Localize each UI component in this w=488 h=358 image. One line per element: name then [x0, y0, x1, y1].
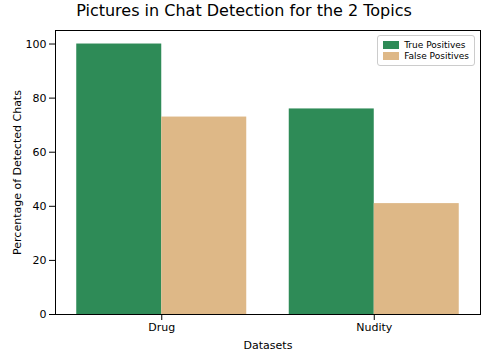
svg-text:40: 40 — [33, 200, 47, 213]
svg-text:80: 80 — [33, 92, 47, 105]
svg-text:0: 0 — [40, 308, 47, 321]
svg-text:100: 100 — [26, 38, 47, 51]
html-text:True Positives: True Positives — [404, 40, 466, 50]
svg-text:Drug: Drug — [148, 321, 175, 334]
svg-text:Datasets: Datasets — [244, 339, 293, 352]
svg-text:Nudity: Nudity — [356, 321, 393, 334]
svg-text:60: 60 — [33, 146, 47, 159]
html-text:Pictures in Chat Detection for: Pictures in Chat Detection for the 2 Top… — [76, 1, 412, 20]
svg-text:20: 20 — [33, 254, 47, 267]
svg-text:Percentage of Detected Chats: Percentage of Detected Chats — [11, 90, 24, 255]
html-text:False Positives: False Positives — [404, 51, 469, 61]
